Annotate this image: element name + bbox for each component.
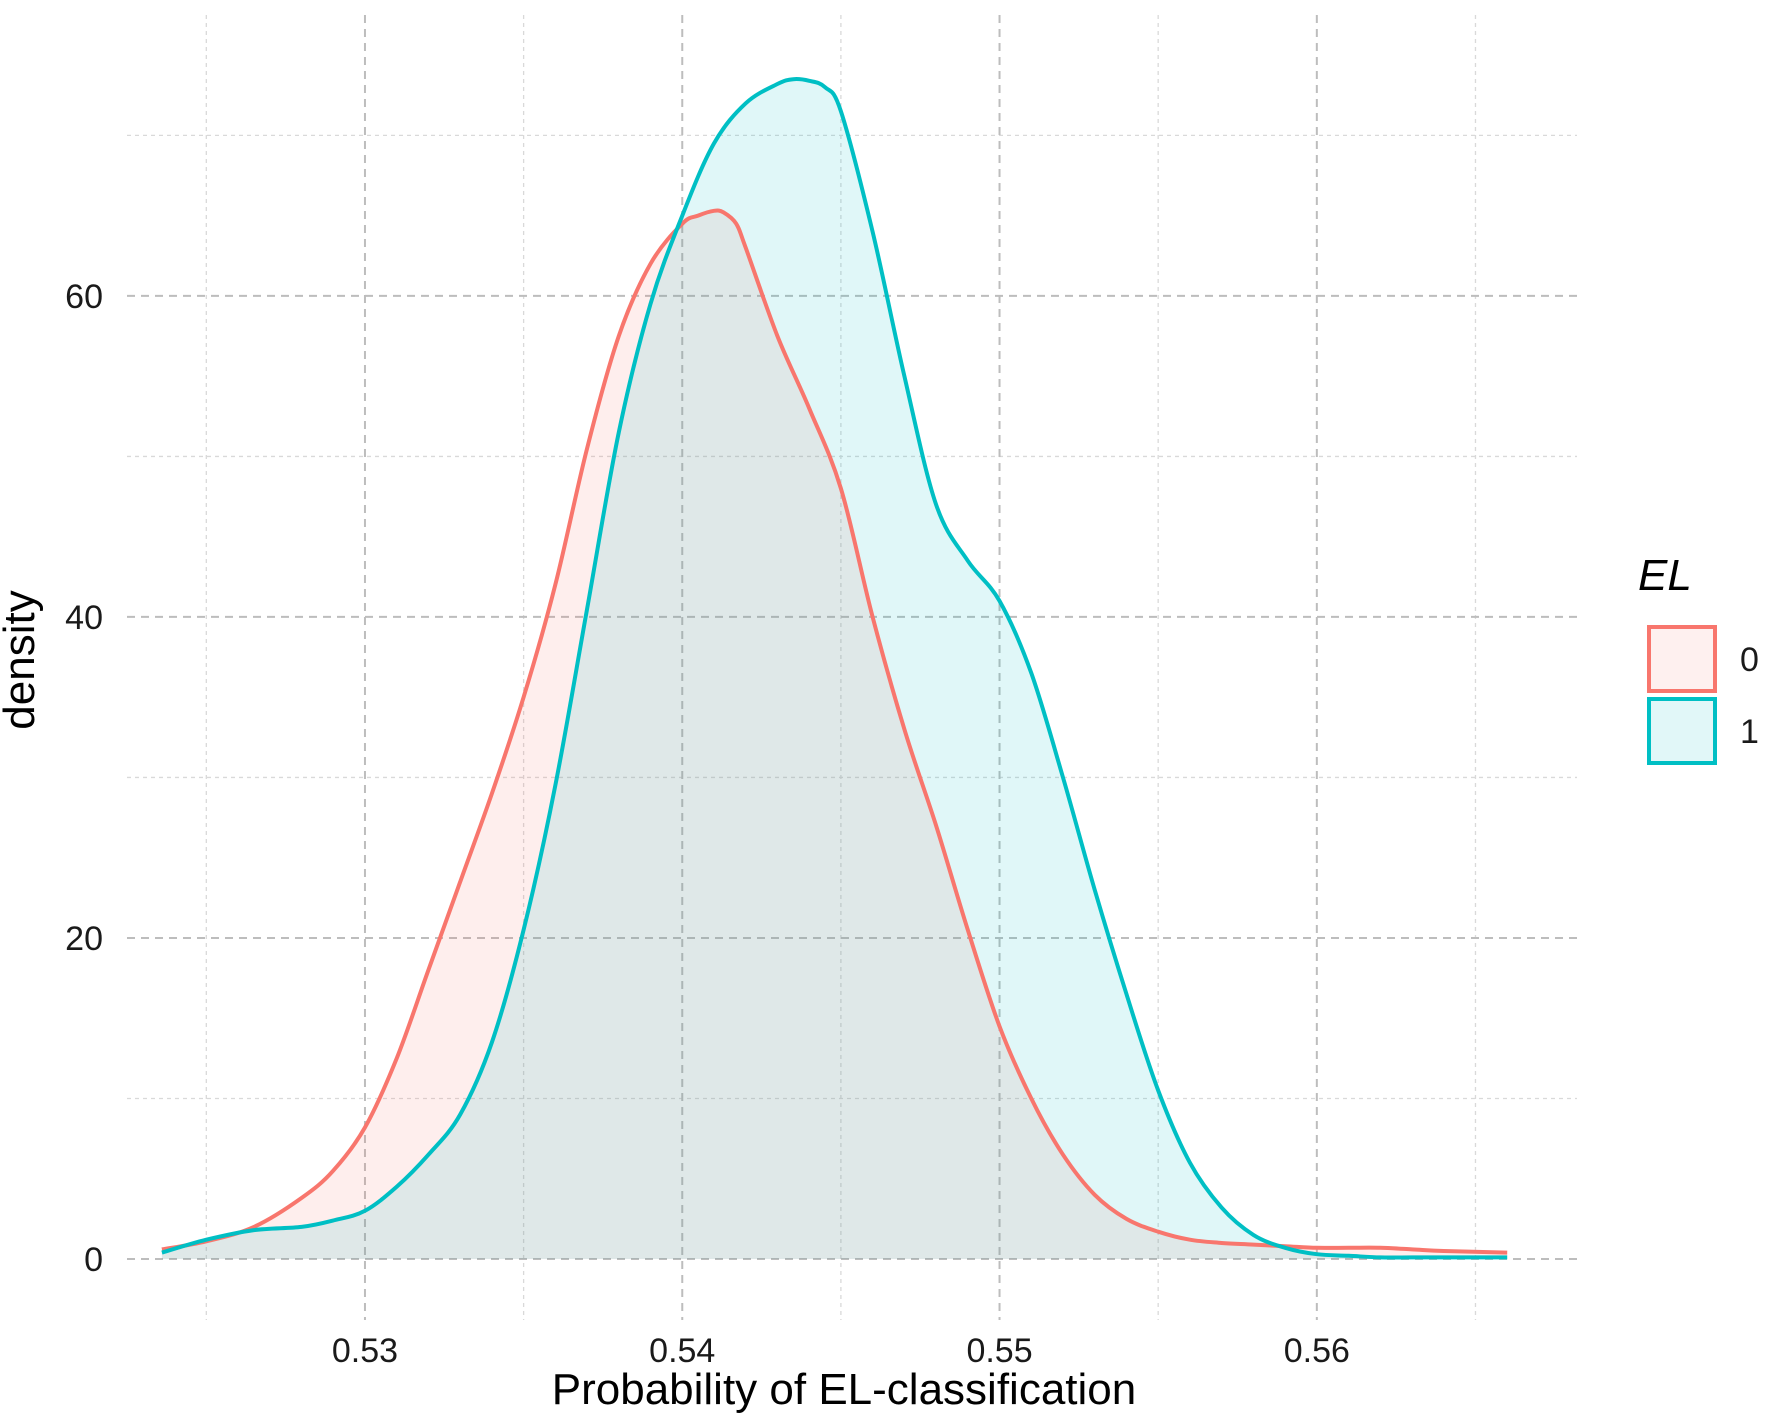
density-lines [161,77,1508,1260]
density-line-series-0 [161,208,1508,1255]
x-axis-title: Probability of EL-classification [552,1365,1136,1414]
density-areas [161,79,1508,1259]
legend: EL 01 [1638,551,1759,765]
y-tick-label: 0 [84,1241,103,1279]
y-tick-label: 20 [65,920,103,958]
y-axis-title: density [0,590,44,729]
grid [127,15,1577,1320]
y-tick-label: 40 [65,599,103,637]
legend-label-0: 0 [1740,641,1759,679]
y-tick-label: 60 [65,278,103,316]
x-tick-label: 0.54 [649,1332,715,1370]
legend-key-1 [1647,697,1717,765]
density-line-series-1 [161,77,1508,1260]
legend-title: EL [1638,551,1692,600]
x-tick-label: 0.53 [332,1332,398,1370]
x-tick-label: 0.55 [966,1332,1032,1370]
legend-key-0 [1647,625,1717,693]
density-area-series-1 [161,79,1508,1259]
legend-items: 01 [1647,625,1759,765]
x-axis-ticks: 0.53 0.54 0.55 0.56 [332,1332,1350,1370]
y-axis-ticks: 0 20 40 60 [65,278,103,1279]
density-area-series-0 [161,210,1508,1259]
x-tick-label: 0.56 [1284,1332,1350,1370]
legend-label-1: 1 [1740,713,1759,751]
